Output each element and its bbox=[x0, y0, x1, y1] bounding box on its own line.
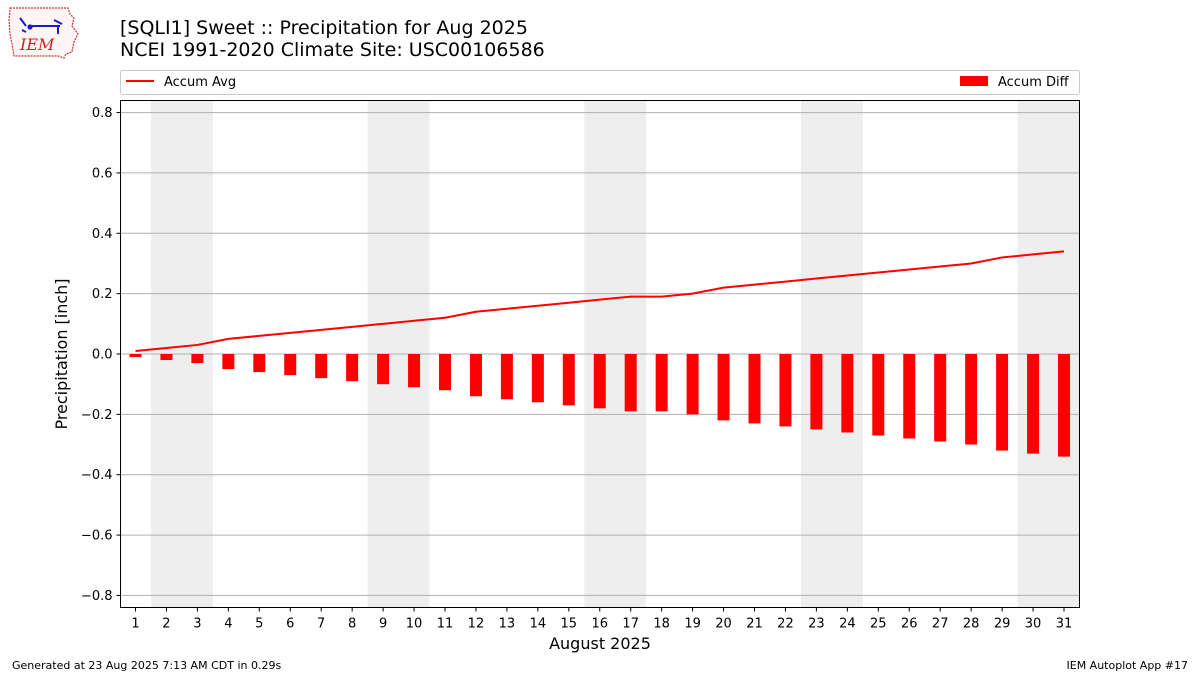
bar-day-10 bbox=[408, 354, 421, 388]
bar-day-31 bbox=[1058, 354, 1070, 457]
chart-title: [SQLI1] Sweet :: Precipitation for Aug 2… bbox=[120, 17, 545, 61]
x-tick-label: 8 bbox=[348, 617, 356, 632]
bar-day-13 bbox=[500, 354, 513, 400]
legend-label-accum-avg: Accum Avg bbox=[164, 75, 236, 90]
bar-day-23 bbox=[810, 354, 823, 430]
y-tick-label: −0.8 bbox=[81, 589, 113, 604]
iowa-outline-icon bbox=[8, 7, 79, 59]
weather-symbols-icon bbox=[19, 17, 63, 34]
x-tick-label: 26 bbox=[901, 617, 918, 632]
title-line-1: [SQLI1] Sweet :: Precipitation for Aug 2… bbox=[120, 17, 528, 39]
x-tick-label: 14 bbox=[530, 617, 547, 632]
x-tick-label: 19 bbox=[684, 617, 701, 632]
x-tick-label: 29 bbox=[994, 617, 1011, 632]
x-tick-label: 2 bbox=[162, 617, 170, 632]
bar-day-12 bbox=[469, 354, 482, 397]
x-tick-label: 27 bbox=[932, 617, 949, 632]
bar-day-17 bbox=[624, 354, 637, 412]
bar-day-7 bbox=[315, 354, 328, 379]
bar-day-5 bbox=[253, 354, 266, 373]
bar-day-2 bbox=[160, 354, 173, 361]
x-tick-label: 13 bbox=[499, 617, 516, 632]
bar-day-26 bbox=[903, 354, 916, 439]
x-tick-label: 25 bbox=[870, 617, 887, 632]
bar-day-20 bbox=[717, 354, 730, 421]
x-tick-label: 21 bbox=[746, 617, 763, 632]
accum-diff-bars bbox=[129, 354, 1070, 457]
x-axis-label: August 2025 bbox=[549, 634, 651, 653]
logo-text: IEM bbox=[19, 35, 55, 54]
x-tick-label: 20 bbox=[715, 617, 732, 632]
bar-day-30 bbox=[1027, 354, 1040, 454]
y-tick-label: 0.0 bbox=[92, 348, 113, 363]
x-tick-label: 30 bbox=[1025, 617, 1042, 632]
station-dot-icon bbox=[27, 24, 33, 30]
x-tick-label: 7 bbox=[317, 617, 325, 632]
x-tick-label: 3 bbox=[193, 617, 201, 632]
bar-day-14 bbox=[531, 354, 544, 403]
bar-day-22 bbox=[779, 354, 792, 427]
x-tick-label: 6 bbox=[286, 617, 294, 632]
bar-day-1 bbox=[129, 354, 142, 358]
x-tick-label: 15 bbox=[561, 617, 578, 632]
bar-day-28 bbox=[965, 354, 978, 445]
y-tick-label: −0.6 bbox=[81, 529, 113, 544]
x-tick-label: 24 bbox=[839, 617, 856, 632]
grid-layer bbox=[120, 112, 1080, 596]
legend-label-accum-diff: Accum Diff bbox=[998, 75, 1070, 90]
y-tick-label: −0.4 bbox=[81, 468, 113, 483]
x-tick-label: 17 bbox=[622, 617, 639, 632]
bar-day-6 bbox=[284, 354, 297, 376]
x-tick-label: 31 bbox=[1056, 617, 1073, 632]
x-tick-label: 22 bbox=[777, 617, 794, 632]
y-tick-label: −0.2 bbox=[81, 408, 113, 423]
x-tick-label: 9 bbox=[379, 617, 387, 632]
bar-day-16 bbox=[593, 354, 606, 409]
y-axis-label: Precipitation [inch] bbox=[52, 278, 71, 429]
y-axis: −0.8 −0.6 −0.4 −0.2 0.0 0.2 0.4 0.6 0.8 bbox=[81, 106, 121, 604]
x-tick-label: 1 bbox=[131, 617, 139, 632]
bar-day-8 bbox=[346, 354, 359, 382]
iem-logo: IEM bbox=[8, 7, 79, 59]
x-tick-label: 10 bbox=[406, 617, 423, 632]
x-tick-label: 28 bbox=[963, 617, 980, 632]
bar-day-19 bbox=[686, 354, 699, 415]
bar-day-15 bbox=[562, 354, 575, 406]
bar-day-11 bbox=[439, 354, 451, 391]
app-footer: IEM Autoplot App #17 bbox=[1066, 659, 1189, 672]
title-line-2: NCEI 1991-2020 Climate Site: USC00106586 bbox=[120, 39, 545, 61]
x-tick-label: 23 bbox=[808, 617, 825, 632]
legend: Accum Avg Accum Diff bbox=[120, 70, 1080, 95]
x-axis: 1 2 3 4 5 6 7 8 9 10 11 12 13 14 15 16 17 18 19 20 21 22 23 24 2… bbox=[131, 607, 1073, 632]
accum-avg-line bbox=[135, 250, 1065, 352]
x-tick-label: 11 bbox=[437, 617, 454, 632]
bar-day-21 bbox=[748, 354, 761, 424]
bar-day-18 bbox=[655, 354, 668, 412]
generated-footer: Generated at 23 Aug 2025 7:13 AM CDT in … bbox=[12, 659, 282, 672]
y-tick-label: 0.8 bbox=[92, 106, 113, 121]
y-tick-label: 0.4 bbox=[92, 227, 113, 242]
bar-day-9 bbox=[377, 354, 390, 385]
x-tick-label: 12 bbox=[468, 617, 485, 632]
x-tick-label: 16 bbox=[591, 617, 608, 632]
x-tick-label: 18 bbox=[653, 617, 670, 632]
x-tick-label: 5 bbox=[255, 617, 263, 632]
y-tick-label: 0.2 bbox=[92, 287, 113, 302]
legend-box bbox=[120, 70, 1080, 95]
bar-day-4 bbox=[222, 354, 235, 370]
y-tick-label: 0.6 bbox=[92, 166, 113, 181]
bar-day-24 bbox=[841, 354, 854, 433]
bar-day-29 bbox=[996, 354, 1009, 451]
x-tick-label: 4 bbox=[224, 617, 232, 632]
legend-bar-swatch bbox=[960, 76, 988, 86]
bar-day-27 bbox=[934, 354, 947, 442]
bar-day-3 bbox=[191, 354, 204, 364]
bar-day-25 bbox=[872, 354, 885, 436]
